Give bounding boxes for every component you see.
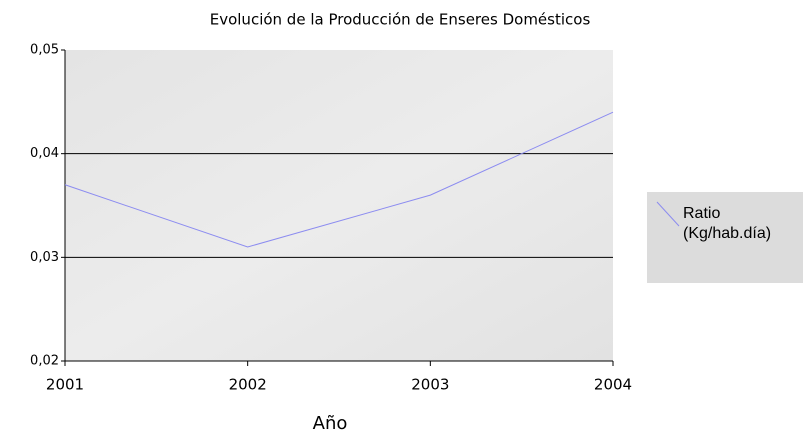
y-tick-label: 0,05 xyxy=(30,43,59,58)
y-tick-label: 0,02 xyxy=(30,354,59,369)
legend: Ratio (Kg/hab.día) xyxy=(647,192,803,283)
y-tick-label: 0,03 xyxy=(30,250,59,265)
y-tick-label: 0,04 xyxy=(30,146,59,161)
legend-swatch xyxy=(656,201,680,227)
legend-label: Ratio (Kg/hab.día) xyxy=(683,205,772,242)
plot-area xyxy=(65,50,613,361)
x-tick-label: 2002 xyxy=(229,376,267,394)
data-line xyxy=(64,111,614,248)
chart-title: Evolución de la Producción de Enseres Do… xyxy=(210,11,591,29)
x-tick-label: 2003 xyxy=(411,376,449,394)
x-tick-label: 2001 xyxy=(46,376,84,394)
x-axis-label: Año xyxy=(313,413,348,434)
x-tick-label: 2004 xyxy=(594,376,632,394)
